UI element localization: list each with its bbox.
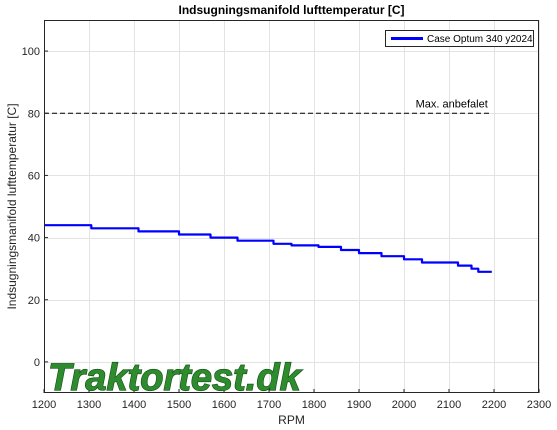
x-tick-label: 1600 (212, 399, 236, 411)
y-tick-label: 60 (28, 170, 40, 182)
x-tick-labels: 1200 1300 1400 1500 1600 1700 1800 1900 2000 2100… (32, 389, 551, 411)
watermark-logo: Traktortest.dk (48, 357, 303, 399)
y-tick-label: 100 (22, 46, 40, 58)
legend-entry: Case Optum 340 y2024 (427, 34, 533, 45)
legend: Case Optum 340 y2024 (385, 30, 534, 47)
x-tick-label: 2100 (437, 399, 461, 411)
x-tick-label: 1700 (257, 399, 281, 411)
y-tick-labels: 0 20 40 60 80 100 (22, 46, 48, 369)
series-line (44, 224, 492, 273)
grid (44, 20, 540, 393)
x-tick-label: 1500 (167, 399, 191, 411)
y-axis-label: Indsugningsmanifold lufttemperatur [C] (5, 103, 19, 309)
x-tick-label: 2300 (527, 399, 551, 411)
plot-frame (44, 20, 539, 393)
y-tick-label: 40 (28, 233, 40, 245)
x-tick-label: 1400 (122, 399, 146, 411)
x-tick-label: 1800 (302, 399, 326, 411)
x-axis-label: RPM (278, 413, 305, 427)
y-tick-label: 0 (34, 357, 40, 369)
legend-box (385, 30, 534, 47)
series-group (44, 224, 492, 273)
y-tick-label: 80 (28, 108, 40, 120)
x-tick-label: 1200 (32, 399, 56, 411)
x-tick-label: 1900 (347, 399, 371, 411)
y-tick-label: 20 (28, 295, 40, 307)
x-tick-label: 2000 (392, 399, 416, 411)
reference-line-label: Max. anbefalet (416, 98, 488, 110)
x-tick-label: 2200 (482, 399, 506, 411)
plot-area (44, 20, 539, 393)
x-tick-label: 1300 (77, 399, 101, 411)
chart-title: Indsugningsmanifold lufttemperatur [C] (179, 3, 405, 17)
